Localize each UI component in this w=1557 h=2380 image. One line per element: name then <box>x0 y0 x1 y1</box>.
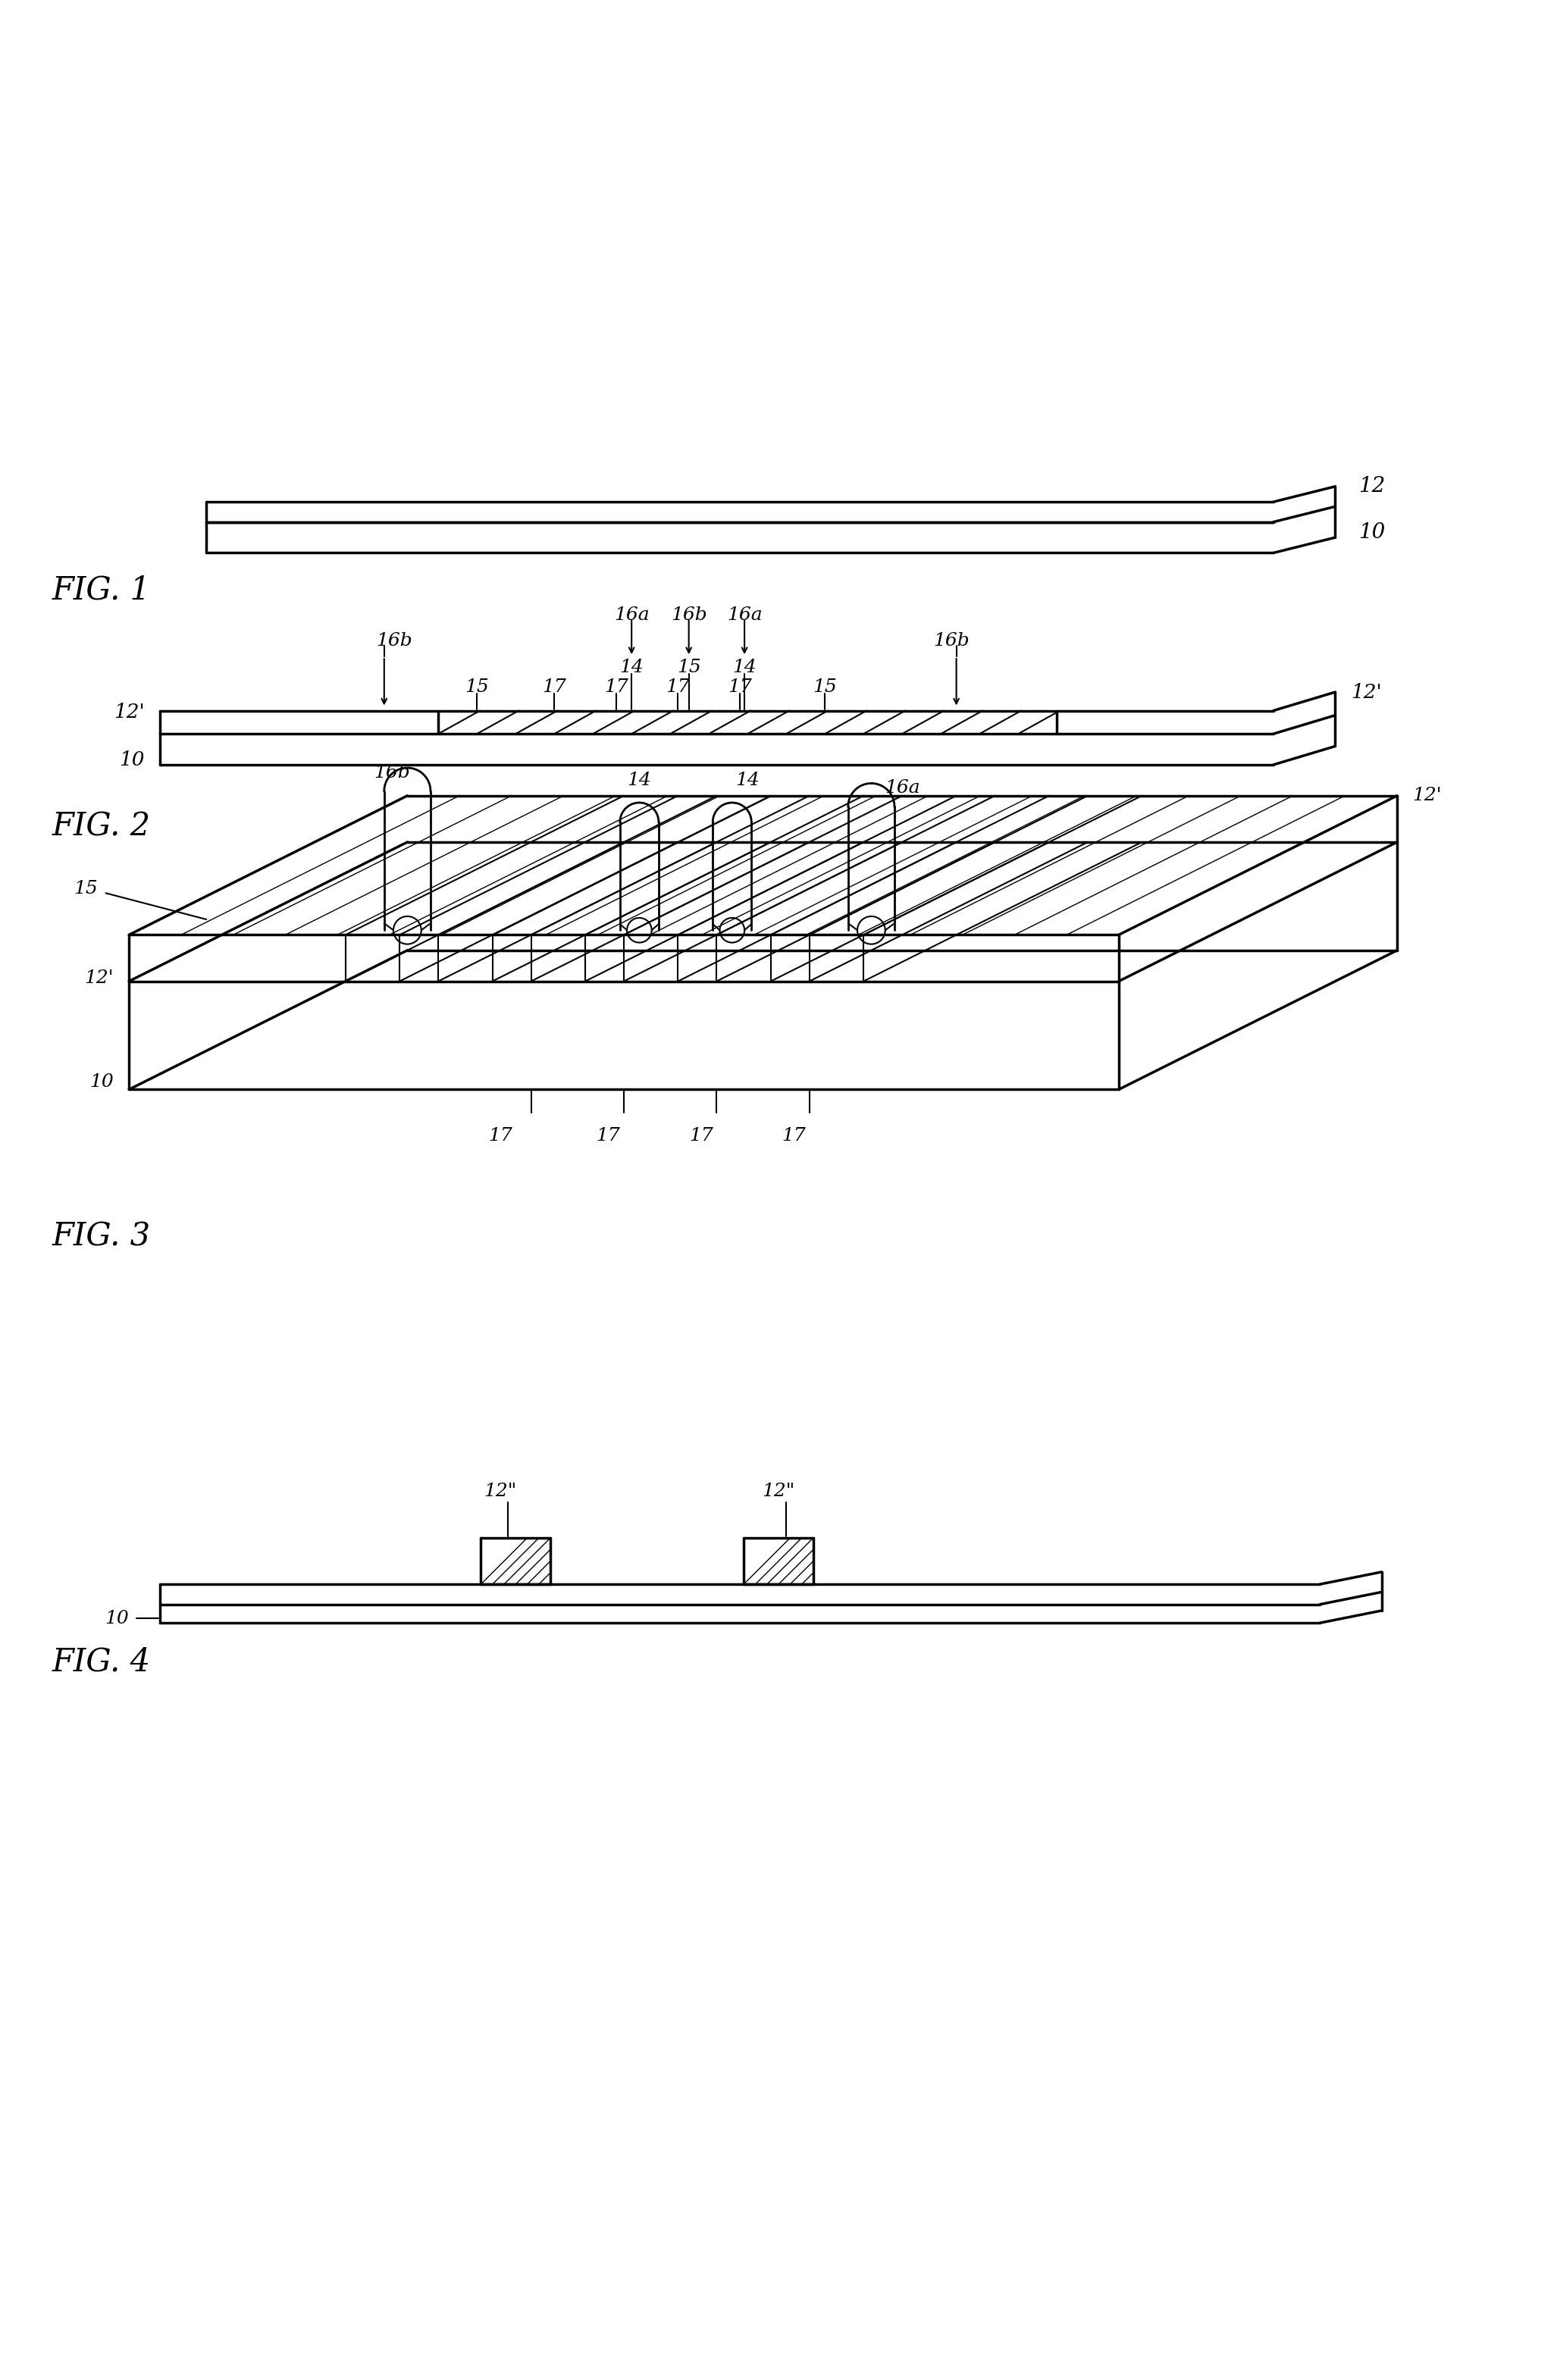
Text: 16b: 16b <box>933 633 970 650</box>
Text: 16a: 16a <box>884 778 920 797</box>
Text: 16a: 16a <box>613 607 649 624</box>
Text: 17: 17 <box>666 678 690 697</box>
Text: 16b: 16b <box>374 764 409 781</box>
Text: 12: 12 <box>1358 476 1386 497</box>
Text: 14: 14 <box>735 771 760 788</box>
Text: 14: 14 <box>732 659 757 676</box>
Text: 17: 17 <box>487 1128 512 1145</box>
Text: 15: 15 <box>813 678 838 697</box>
Text: 17: 17 <box>727 678 752 697</box>
Text: 17: 17 <box>604 678 627 697</box>
Text: 10: 10 <box>89 1073 114 1090</box>
Text: FIG. 3: FIG. 3 <box>51 1221 151 1252</box>
Text: FIG. 1: FIG. 1 <box>51 574 151 607</box>
Text: 14: 14 <box>627 771 651 788</box>
Text: 10: 10 <box>1358 524 1386 543</box>
Text: 16b: 16b <box>671 607 707 624</box>
Text: 12": 12" <box>761 1483 796 1499</box>
Text: 12": 12" <box>484 1483 517 1499</box>
Text: 17: 17 <box>782 1128 807 1145</box>
Text: 10: 10 <box>118 750 145 769</box>
Text: 10: 10 <box>104 1609 129 1628</box>
Text: 15: 15 <box>466 678 489 697</box>
Text: 16b: 16b <box>377 633 413 650</box>
Text: 17: 17 <box>596 1128 620 1145</box>
Text: 17: 17 <box>542 678 567 697</box>
Text: 14: 14 <box>620 659 643 676</box>
Text: 16a: 16a <box>727 607 761 624</box>
Text: 12': 12' <box>1350 683 1381 702</box>
Text: FIG. 2: FIG. 2 <box>51 812 151 843</box>
Text: 12': 12' <box>114 702 145 721</box>
Text: 12': 12' <box>1412 788 1442 804</box>
Text: 15: 15 <box>677 659 701 676</box>
Text: FIG. 4: FIG. 4 <box>51 1645 151 1678</box>
Text: 17: 17 <box>690 1128 713 1145</box>
Text: 12': 12' <box>84 969 114 988</box>
Text: 15: 15 <box>75 881 98 897</box>
